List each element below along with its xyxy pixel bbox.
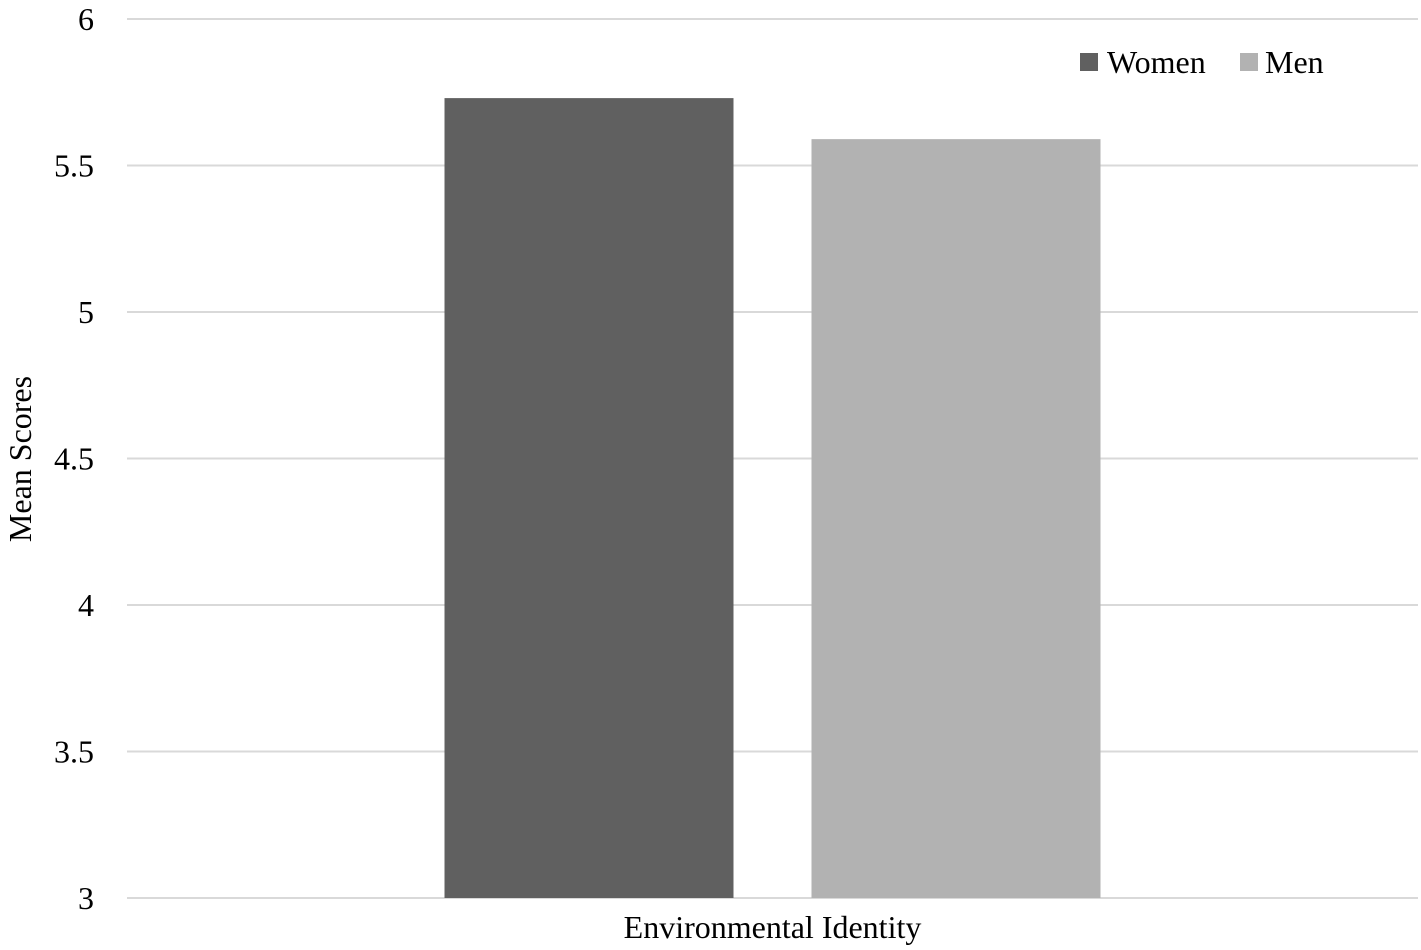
legend-swatch xyxy=(1240,53,1258,71)
y-axis-ticks: 3 3.5 4 4.5 5 5.5 6 xyxy=(54,1,94,916)
y-tick-label: 6 xyxy=(78,1,94,37)
y-tick-label: 5 xyxy=(78,294,94,330)
y-tick-label: 5.5 xyxy=(54,148,94,184)
y-tick-label: 4 xyxy=(78,587,94,623)
y-tick-label: 3.5 xyxy=(54,734,94,770)
bar-men xyxy=(811,139,1101,898)
x-axis-ticks: Environmental Identity xyxy=(624,909,922,945)
legend-label: Women xyxy=(1107,44,1206,80)
legend-item-women: Women xyxy=(1080,44,1206,80)
bars xyxy=(444,98,1101,899)
legend-item-men: Men xyxy=(1240,44,1324,80)
x-tick-label: Environmental Identity xyxy=(624,909,922,945)
gridlines xyxy=(127,18,1418,899)
y-tick-label: 4.5 xyxy=(54,441,94,477)
bar-women xyxy=(444,98,734,899)
legend-swatch xyxy=(1080,53,1098,71)
legend-label: Men xyxy=(1265,44,1324,80)
y-tick-label: 3 xyxy=(78,880,94,916)
legend: Women Men xyxy=(1080,44,1324,80)
y-axis-title: Mean Scores xyxy=(2,376,38,542)
